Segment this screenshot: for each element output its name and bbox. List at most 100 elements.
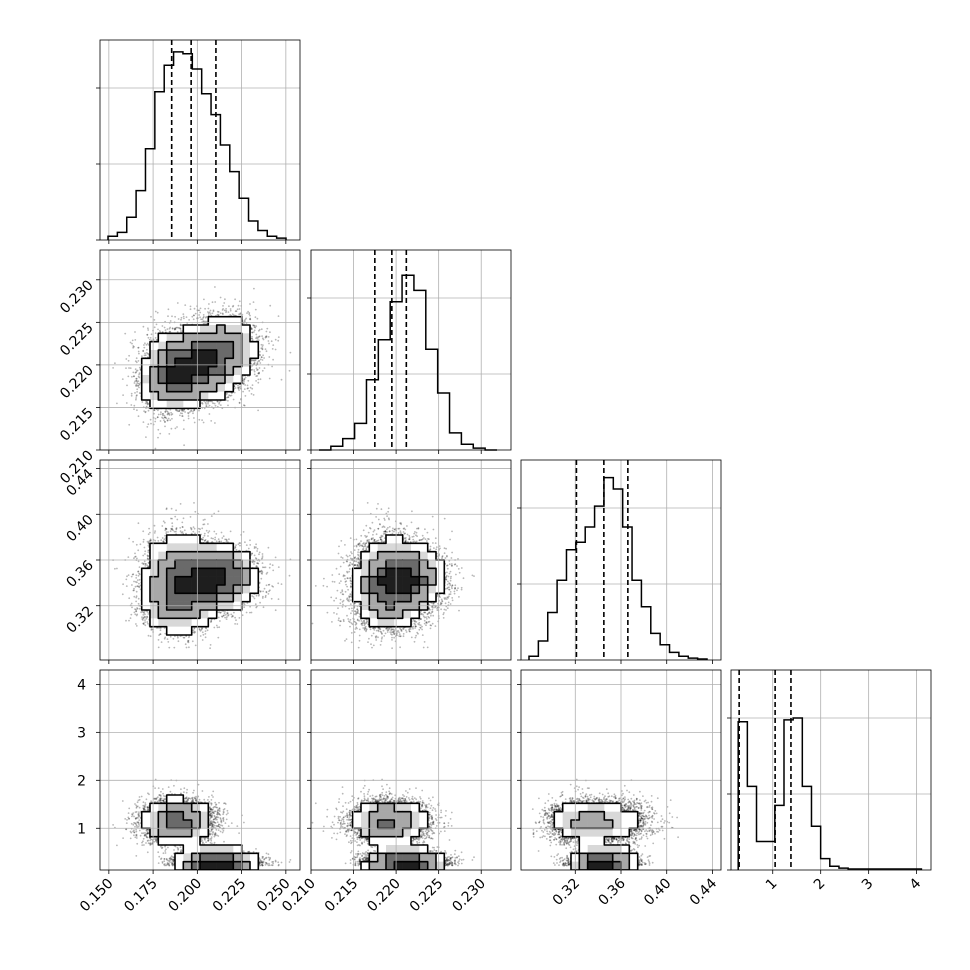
density-cell <box>419 811 428 821</box>
sample-point <box>251 368 254 371</box>
sample-point <box>219 818 222 820</box>
sample-point <box>193 314 195 317</box>
sample-point <box>458 862 460 865</box>
sample-point <box>399 530 402 532</box>
sample-point <box>251 365 253 367</box>
sample-point <box>386 795 389 798</box>
sample-point <box>218 807 221 810</box>
sample-point <box>230 822 233 824</box>
density-cell <box>352 820 362 829</box>
sample-point <box>348 599 350 601</box>
sample-point <box>440 816 443 819</box>
sample-point <box>386 631 389 633</box>
sample-point <box>345 835 348 838</box>
sample-point <box>640 816 643 819</box>
sample-point <box>170 861 172 863</box>
sample-point <box>342 574 345 577</box>
sample-point <box>210 816 213 819</box>
sample-point <box>201 538 204 541</box>
density-cell <box>419 820 428 829</box>
sample-point <box>356 807 358 809</box>
sample-point <box>256 562 258 564</box>
sample-point <box>415 534 417 537</box>
sample-point <box>615 838 617 840</box>
sample-point <box>358 603 361 605</box>
sample-point <box>270 864 273 866</box>
sample-point <box>361 842 363 845</box>
sample-point <box>254 557 257 559</box>
density-cell <box>402 861 412 870</box>
sample-point <box>202 519 205 521</box>
sample-point <box>242 850 245 852</box>
sample-point <box>137 346 140 349</box>
density-cell <box>191 358 201 367</box>
sample-point <box>251 337 253 340</box>
sample-point <box>641 853 644 855</box>
sample-point <box>643 823 645 826</box>
sample-point <box>216 400 219 403</box>
sample-point <box>261 337 264 340</box>
sample-point <box>609 800 611 803</box>
sample-point <box>394 794 397 797</box>
sample-point <box>611 838 614 841</box>
sample-point <box>193 417 195 419</box>
density-cell <box>427 551 437 561</box>
sample-point <box>580 800 583 803</box>
sample-point <box>179 527 182 529</box>
sample-point <box>251 359 254 361</box>
sample-point <box>348 812 351 815</box>
sample-point <box>232 615 234 618</box>
sample-point <box>625 804 627 806</box>
sample-point <box>362 547 365 550</box>
sample-point <box>203 523 206 526</box>
sample-point <box>149 635 152 638</box>
sample-point <box>354 564 357 566</box>
sample-point <box>361 841 363 844</box>
sample-point <box>222 305 224 307</box>
sample-point <box>289 351 292 354</box>
sample-point <box>199 630 202 632</box>
sample-point <box>648 862 651 865</box>
sample-point <box>261 556 264 559</box>
sample-point <box>586 797 589 800</box>
sample-point <box>447 859 450 861</box>
sample-point <box>379 799 381 801</box>
sample-point <box>558 828 560 831</box>
sample-point <box>180 849 183 851</box>
sample-point <box>402 635 405 638</box>
sample-point <box>562 859 565 862</box>
sample-point <box>217 636 220 639</box>
density-cell <box>369 585 378 594</box>
sample-point <box>166 413 169 416</box>
sample-point <box>448 863 451 866</box>
sample-point <box>160 411 162 414</box>
sample-point <box>178 327 181 330</box>
sample-point <box>551 807 554 810</box>
sample-point <box>357 797 360 799</box>
sample-point <box>217 616 220 619</box>
sample-point <box>137 522 140 525</box>
sample-point <box>393 799 396 802</box>
sample-point <box>418 621 421 624</box>
sample-point <box>425 806 427 808</box>
sample-point <box>541 829 543 832</box>
sample-point <box>197 783 200 786</box>
density-cell <box>200 325 209 334</box>
sample-point <box>225 616 228 619</box>
density-cell <box>183 618 192 627</box>
sample-point <box>216 400 219 403</box>
sample-point <box>261 347 264 350</box>
sample-point <box>335 807 338 810</box>
sample-point <box>137 384 139 387</box>
sample-point <box>634 829 637 832</box>
sample-point <box>639 819 642 822</box>
sample-point <box>636 801 638 804</box>
density-cell <box>166 391 176 401</box>
sample-point <box>167 531 169 533</box>
sample-point <box>250 369 253 371</box>
sample-point <box>135 383 138 386</box>
sample-point <box>638 861 641 864</box>
sample-point <box>144 624 147 627</box>
density-cell <box>183 803 192 812</box>
sample-point <box>331 821 334 824</box>
